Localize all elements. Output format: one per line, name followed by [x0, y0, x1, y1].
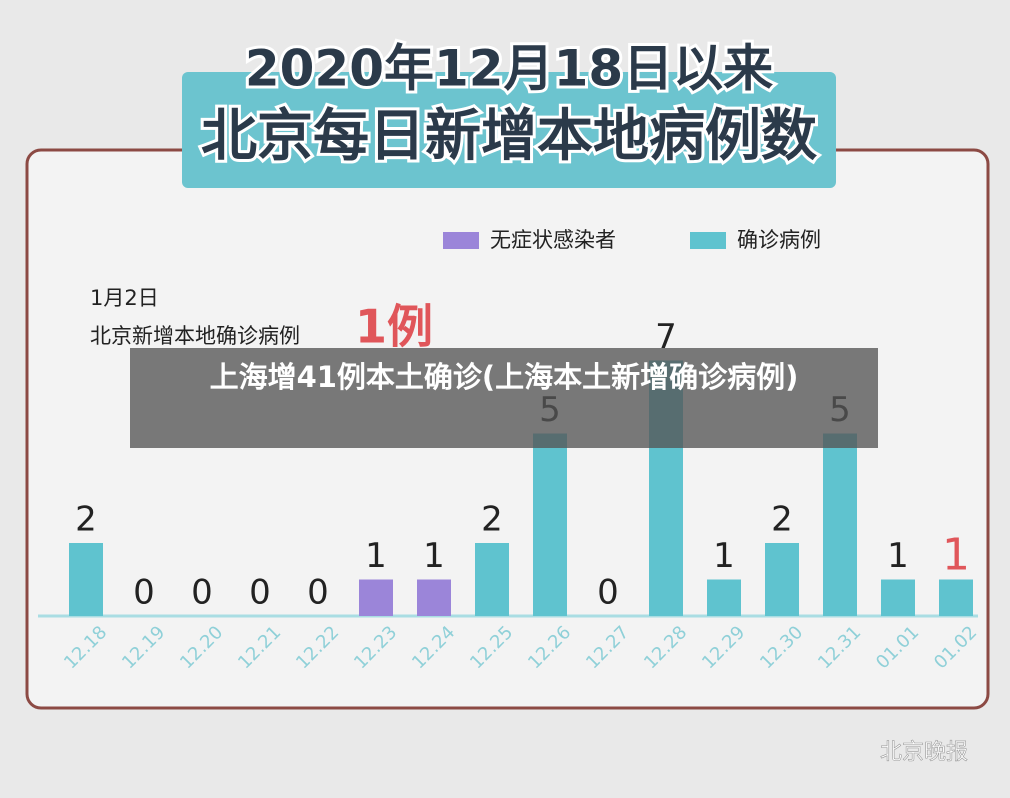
- bar: [881, 579, 915, 616]
- bar: [475, 543, 509, 616]
- chart-title: 2020年12月18日以来: [245, 40, 773, 98]
- bar: [823, 433, 857, 616]
- value-label: 1: [365, 536, 387, 576]
- value-label: 7: [655, 317, 677, 357]
- bar: [69, 543, 103, 616]
- title-box: [182, 72, 836, 188]
- bar: [939, 579, 973, 616]
- value-label: 1: [713, 536, 735, 576]
- value-label: 2: [771, 500, 793, 540]
- legend-swatch: [690, 232, 726, 249]
- legend-swatch: [443, 232, 479, 249]
- value-label: 1: [942, 530, 970, 581]
- bar: [359, 579, 393, 616]
- value-label: 0: [307, 573, 329, 613]
- caption-overlay: 上海增41例本土确诊(上海本土新增确诊病例): [130, 348, 878, 448]
- value-label: 0: [191, 573, 213, 613]
- value-label: 2: [75, 500, 97, 540]
- value-label: 0: [597, 573, 619, 613]
- legend-label: 确诊病例: [737, 228, 821, 252]
- value-label: 0: [249, 573, 271, 613]
- chart-subtitle: 北京每日新增本地病例数: [201, 104, 817, 169]
- bar: [417, 579, 451, 616]
- value-label: 1: [423, 536, 445, 576]
- value-label: 2: [481, 500, 503, 540]
- bar: [765, 543, 799, 616]
- bar: [707, 579, 741, 616]
- annotation-count: 1例: [355, 300, 433, 354]
- bar: [533, 433, 567, 616]
- watermark: 北京晚报: [880, 740, 968, 765]
- annotation-text: 北京新增本地确诊病例: [90, 324, 300, 348]
- value-label: 0: [133, 573, 155, 613]
- legend-label: 无症状感染者: [490, 228, 616, 252]
- annotation-date: 1月2日: [90, 286, 159, 310]
- value-label: 1: [887, 536, 909, 576]
